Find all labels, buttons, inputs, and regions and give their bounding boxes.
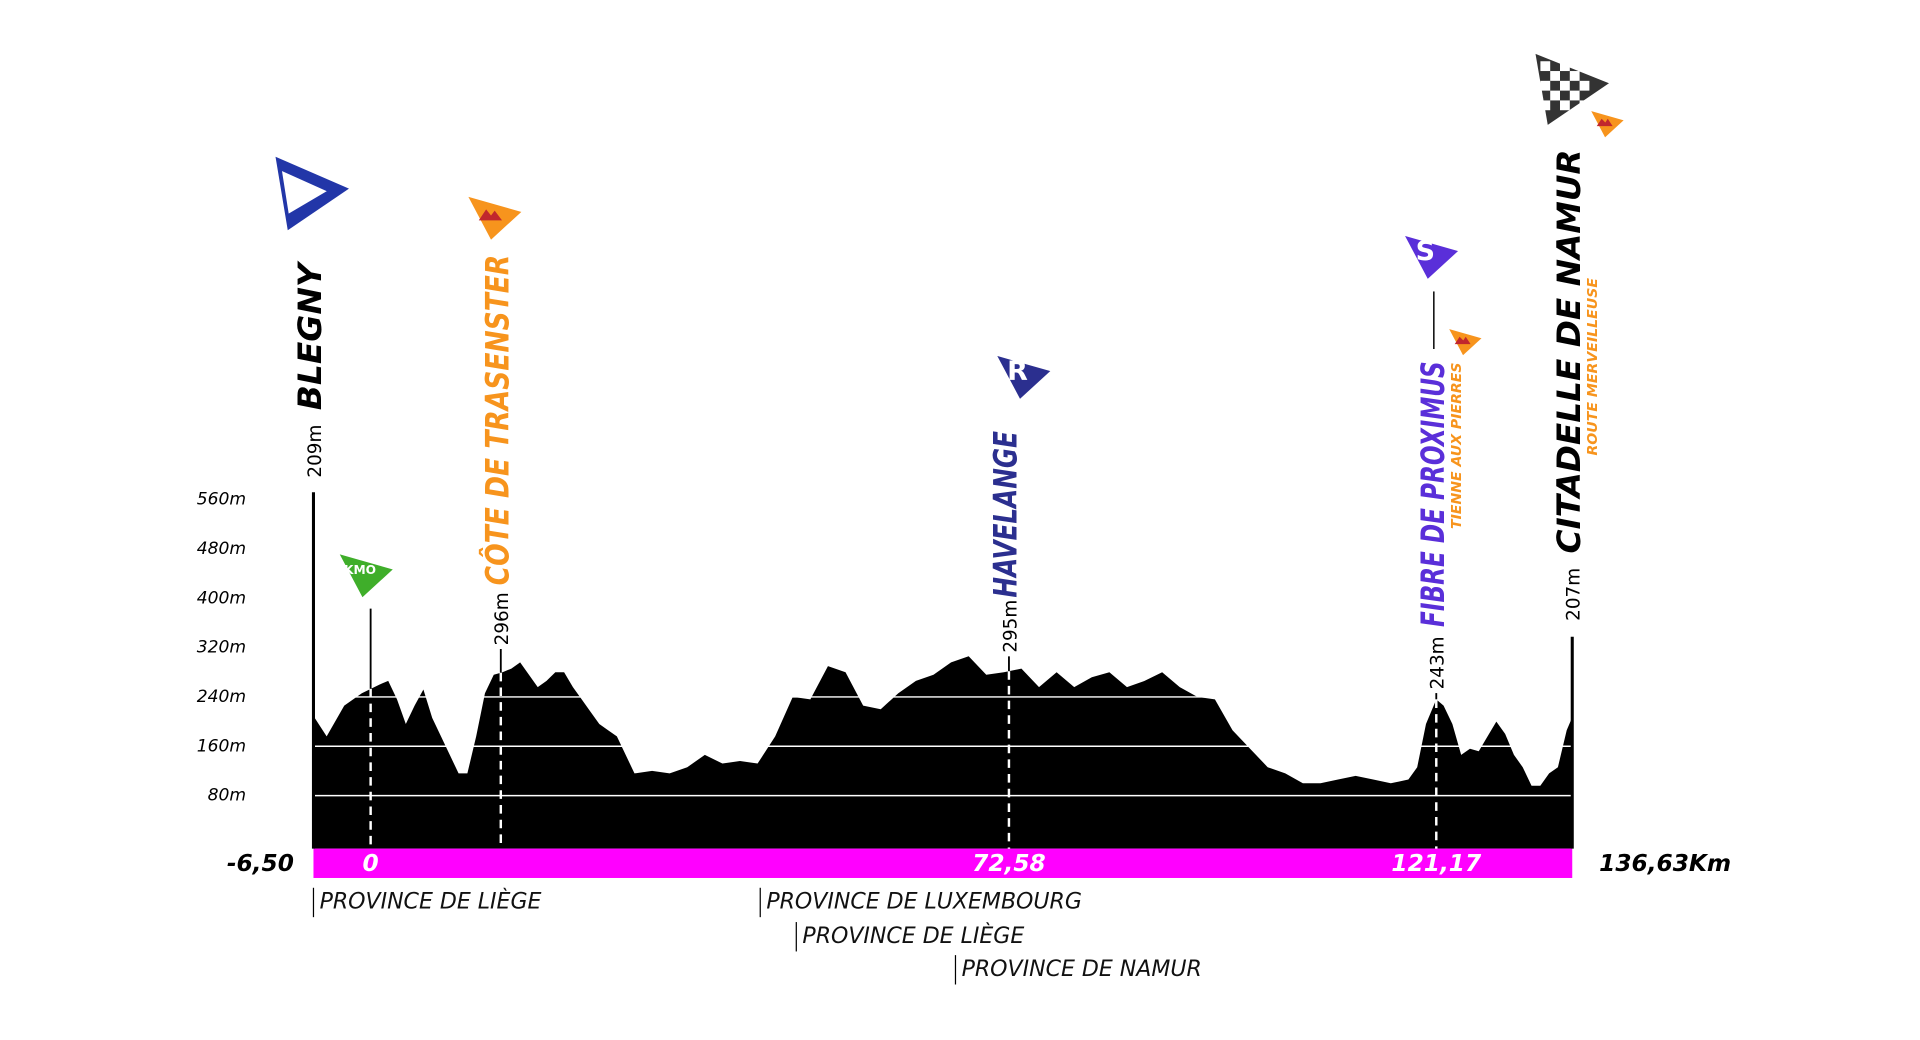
finish-check	[1540, 61, 1551, 72]
secondary-icon-glyph	[1596, 118, 1613, 127]
climb-name: FIBRE DE PROXIMUS	[1414, 361, 1452, 627]
icon-letter: KMO	[344, 563, 376, 577]
region-label: PROVINCE DE LIÈGE	[320, 888, 542, 914]
elevation-label: 243m	[1428, 636, 1449, 689]
elevation-label: 209m	[305, 425, 326, 478]
finish-check	[1579, 61, 1590, 72]
y-tick-label: 80m	[208, 786, 246, 806]
climb-icon	[336, 551, 397, 601]
km-bar	[313, 848, 1573, 878]
start-icon-inner	[278, 166, 333, 218]
region-label: PROVINCE DE LIÈGE	[802, 923, 1024, 949]
x-tick-label: 136,63Km	[1599, 850, 1731, 877]
x-tick-label: 121,17	[1391, 850, 1482, 877]
finish-check	[1560, 100, 1570, 111]
finish-check	[1550, 90, 1560, 101]
x-tick-label: -6,50	[227, 850, 294, 877]
y-tick-label: 160m	[197, 736, 246, 756]
elevation-area	[313, 656, 1573, 849]
climb-icon-glyph	[478, 209, 503, 221]
y-tick-label: 480m	[197, 539, 246, 559]
elevation-label: 296m	[492, 592, 513, 645]
climb-icon	[993, 353, 1054, 402]
finish-check	[1569, 90, 1580, 101]
x-tick-label: 0	[363, 850, 379, 877]
finish-check	[1579, 100, 1590, 111]
icon-letter: S	[1416, 236, 1435, 267]
x-tick-label: 72,58	[972, 850, 1046, 877]
climb-subtitle: TIENNE AUX PIERRES	[1450, 362, 1465, 529]
region-label: PROVINCE DE NAMUR	[962, 957, 1202, 982]
climb-subtitle: ROUTE MERVEILLEUSE	[1586, 277, 1601, 455]
climb-name: CITADELLE DE NAMUR	[1550, 149, 1588, 553]
y-tick-label: 400m	[197, 588, 246, 608]
finish-check	[1560, 61, 1570, 72]
elevation-label: 295m	[1000, 600, 1021, 653]
y-tick-label: 240m	[197, 687, 246, 707]
y-tick-label: 560m	[197, 490, 246, 510]
finish-check	[1579, 80, 1590, 91]
climb-icon	[1401, 233, 1462, 282]
region-label: PROVINCE DE LUXEMBOURG	[766, 889, 1082, 914]
finish-check	[1540, 100, 1551, 111]
climb-name: HAVELANGE	[987, 431, 1025, 598]
y-tick-label: 320m	[197, 638, 246, 658]
climb-name: CÔTE DE TRASENSTER	[478, 255, 517, 586]
elevation-label: 207m	[1564, 568, 1585, 621]
icon-letter: R	[1007, 356, 1028, 387]
finish-check	[1550, 71, 1560, 81]
finish-check	[1569, 71, 1580, 81]
finish-check	[1540, 80, 1551, 91]
secondary-icon-glyph	[1454, 336, 1471, 345]
climb-name: BLEGNY	[291, 260, 329, 410]
finish-check	[1560, 80, 1570, 91]
